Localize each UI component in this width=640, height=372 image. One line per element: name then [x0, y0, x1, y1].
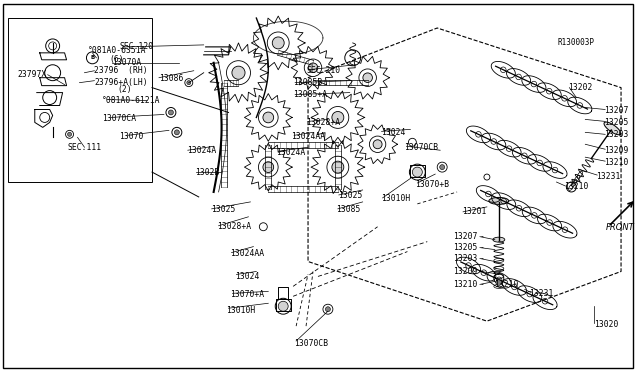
- Text: -: -: [480, 243, 485, 252]
- Text: -: -: [480, 232, 485, 241]
- Text: -: -: [480, 280, 485, 289]
- Text: 13085+A: 13085+A: [293, 90, 327, 99]
- Text: 13207: 13207: [604, 106, 628, 115]
- Circle shape: [272, 37, 284, 49]
- Text: 13070CA: 13070CA: [102, 114, 136, 123]
- Ellipse shape: [489, 198, 509, 204]
- Text: 23797X: 23797X: [18, 70, 47, 79]
- Circle shape: [327, 156, 349, 178]
- Text: -: -: [480, 254, 485, 263]
- Circle shape: [268, 32, 289, 54]
- Text: 23796  (RH): 23796 (RH): [94, 66, 148, 75]
- Circle shape: [187, 81, 191, 85]
- Text: 13202: 13202: [568, 83, 593, 92]
- Circle shape: [263, 162, 274, 173]
- Text: 13024AA: 13024AA: [291, 132, 325, 141]
- Circle shape: [359, 69, 376, 86]
- Circle shape: [496, 279, 502, 285]
- Text: 13210: 13210: [452, 280, 477, 289]
- Circle shape: [232, 66, 245, 79]
- Circle shape: [168, 110, 173, 115]
- Text: 13010H: 13010H: [381, 195, 410, 203]
- Text: 13024AA: 13024AA: [230, 249, 265, 258]
- Circle shape: [327, 106, 349, 128]
- Text: 13010H: 13010H: [227, 306, 256, 315]
- Text: 13085: 13085: [336, 205, 360, 214]
- Text: 13070+B: 13070+B: [415, 180, 449, 189]
- Text: 13024A: 13024A: [276, 148, 305, 157]
- Text: -: -: [480, 267, 485, 276]
- Circle shape: [278, 301, 288, 311]
- Text: FRONT: FRONT: [606, 223, 635, 232]
- Text: SEC.210: SEC.210: [306, 66, 340, 75]
- Text: 13025: 13025: [338, 192, 362, 201]
- Text: °081A0-6351A: °081A0-6351A: [88, 46, 146, 55]
- Text: 13201: 13201: [462, 207, 486, 217]
- Text: 13070CB: 13070CB: [404, 143, 438, 152]
- Text: 13020: 13020: [594, 320, 619, 328]
- Text: (2): (2): [117, 85, 132, 94]
- Circle shape: [363, 73, 372, 83]
- Circle shape: [227, 61, 250, 85]
- Text: 13070+A: 13070+A: [230, 290, 265, 299]
- Text: 13085B: 13085B: [293, 78, 323, 87]
- Text: 13024A: 13024A: [187, 146, 216, 155]
- Circle shape: [440, 165, 445, 170]
- Text: 13210: 13210: [494, 280, 518, 289]
- Text: 13025: 13025: [211, 205, 235, 214]
- Circle shape: [259, 157, 278, 177]
- Circle shape: [412, 167, 422, 177]
- Text: 13028+A: 13028+A: [216, 222, 251, 231]
- Text: 13028+A: 13028+A: [306, 118, 340, 127]
- Text: 13086: 13086: [159, 74, 184, 83]
- Text: R130003P: R130003P: [557, 38, 595, 47]
- Circle shape: [332, 161, 344, 173]
- Text: 1302B: 1302B: [195, 168, 219, 177]
- Circle shape: [68, 132, 72, 136]
- Text: 13209: 13209: [452, 267, 477, 276]
- Text: (6): (6): [109, 55, 124, 64]
- Text: °081A0-6121A: °081A0-6121A: [102, 96, 161, 105]
- Text: 13070: 13070: [119, 132, 143, 141]
- Circle shape: [373, 140, 382, 149]
- Circle shape: [369, 136, 386, 153]
- Circle shape: [174, 130, 179, 135]
- Circle shape: [304, 59, 322, 77]
- Text: 13205: 13205: [604, 118, 628, 127]
- Text: 13231: 13231: [596, 171, 621, 180]
- Circle shape: [308, 63, 318, 73]
- Text: 13207: 13207: [452, 232, 477, 241]
- Text: 13205: 13205: [452, 243, 477, 252]
- Text: SEC.120: SEC.120: [119, 42, 154, 51]
- Text: 13070A: 13070A: [112, 58, 141, 67]
- Text: 13210: 13210: [564, 183, 589, 192]
- Text: 13203: 13203: [604, 130, 628, 139]
- Circle shape: [263, 112, 274, 123]
- Text: 13024: 13024: [236, 272, 260, 281]
- Text: 13070CB: 13070CB: [294, 339, 328, 347]
- Text: 13203: 13203: [452, 254, 477, 263]
- Text: 13210: 13210: [604, 158, 628, 167]
- Circle shape: [332, 112, 344, 124]
- Polygon shape: [604, 122, 621, 135]
- Text: 23796+A(LH): 23796+A(LH): [94, 78, 148, 87]
- Circle shape: [49, 42, 56, 50]
- Text: 13231: 13231: [529, 289, 553, 298]
- Text: 13024: 13024: [381, 128, 405, 137]
- Circle shape: [325, 307, 330, 312]
- Text: B: B: [90, 55, 95, 60]
- Ellipse shape: [493, 237, 505, 242]
- Text: 13209: 13209: [604, 146, 628, 155]
- Circle shape: [259, 108, 278, 127]
- Text: SEC.111: SEC.111: [68, 143, 102, 152]
